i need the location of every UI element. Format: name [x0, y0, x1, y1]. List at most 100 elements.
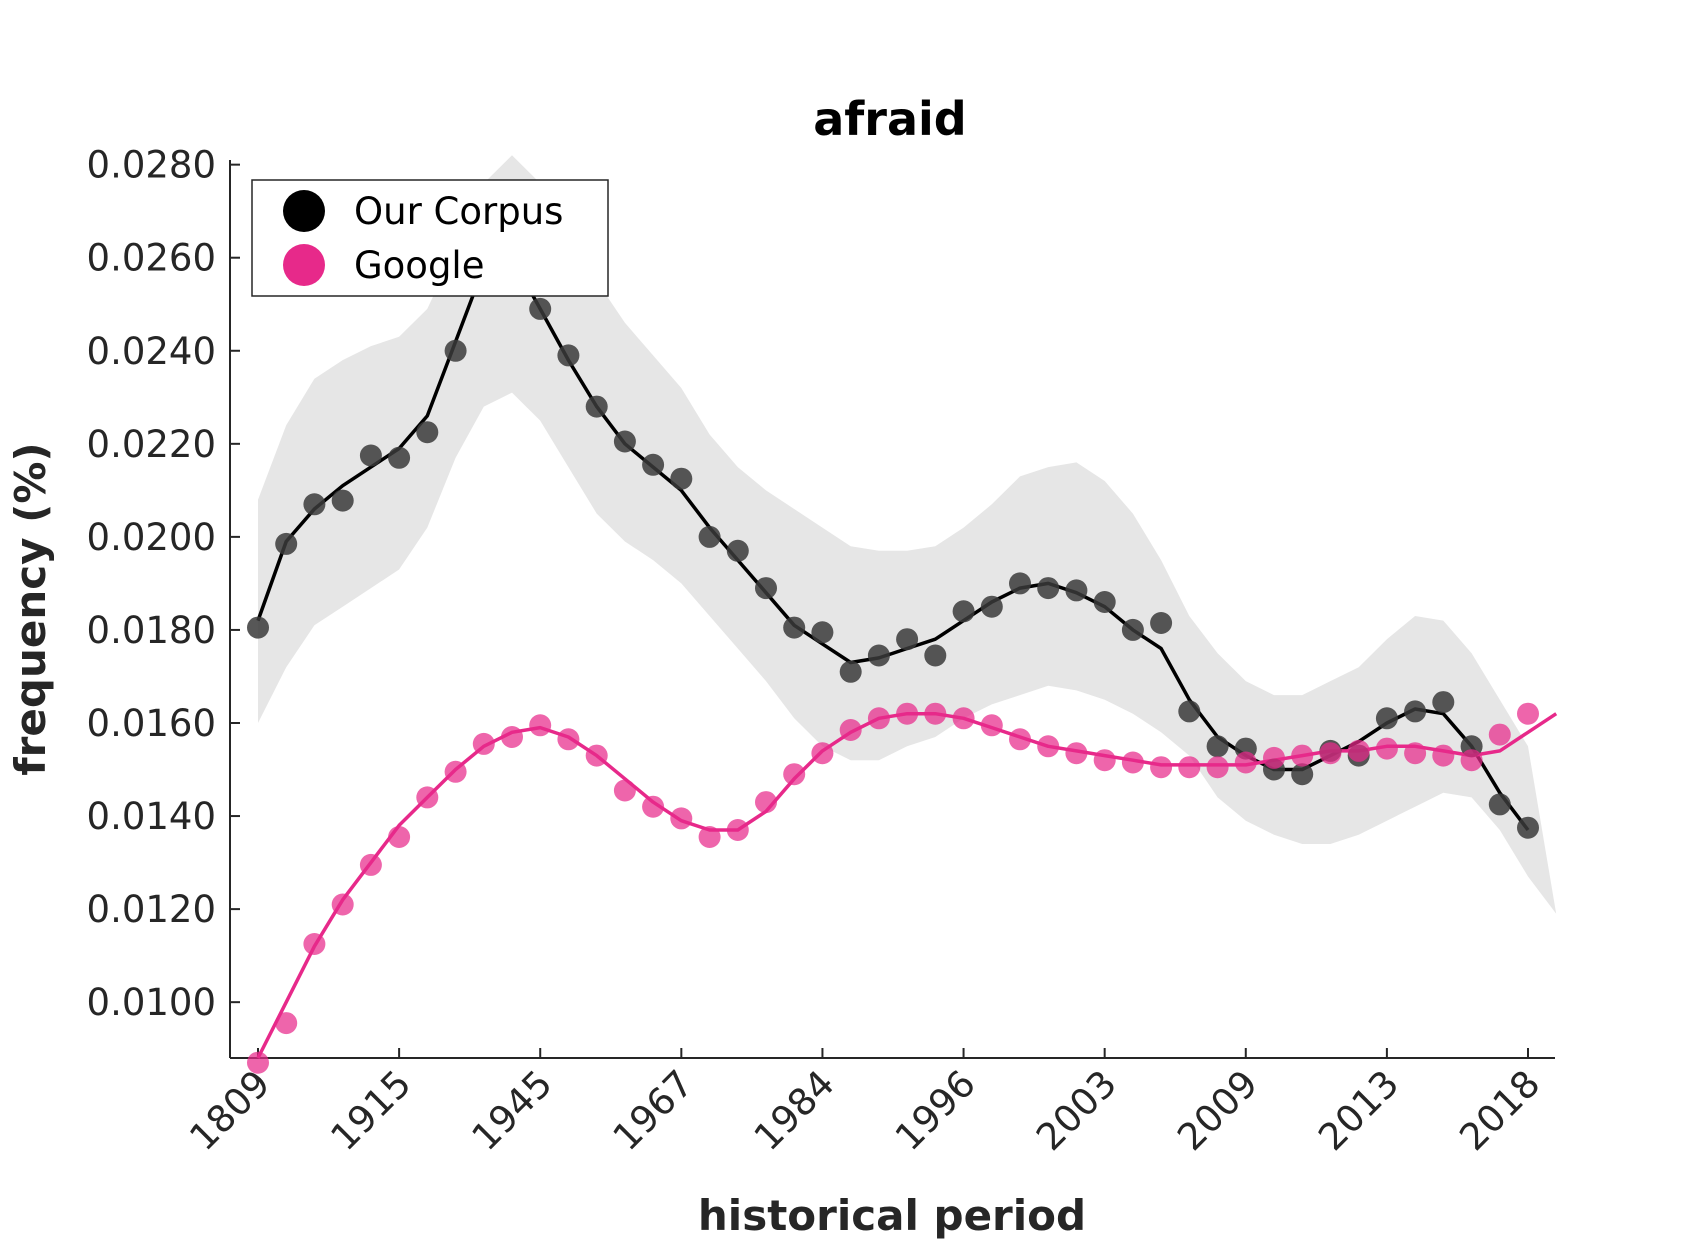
- x-axis-title: historical period: [698, 1191, 1086, 1240]
- confidence-band-layer: [258, 155, 1557, 914]
- point-google: [755, 791, 777, 814]
- point-our-corpus: [924, 644, 947, 667]
- y-tick-label: 0.0240: [87, 330, 216, 373]
- y-tick-label: 0.0140: [87, 795, 216, 838]
- data-points: [247, 242, 1539, 1074]
- point-google: [952, 707, 975, 730]
- point-our-corpus: [1037, 577, 1060, 600]
- point-our-corpus: [1178, 700, 1201, 723]
- point-google: [642, 795, 665, 818]
- x-tick-label: 2003: [1028, 1062, 1125, 1159]
- point-google: [896, 702, 919, 725]
- point-google: [839, 719, 862, 741]
- y-tick-label: 0.0200: [87, 516, 216, 559]
- point-google: [1460, 749, 1483, 772]
- x-tick-label: 1809: [181, 1062, 278, 1159]
- point-our-corpus: [867, 644, 890, 667]
- point-google: [275, 1012, 298, 1035]
- point-our-corpus: [444, 339, 467, 362]
- point-google: [783, 763, 806, 786]
- point-our-corpus: [1009, 572, 1031, 595]
- point-our-corpus: [783, 616, 806, 639]
- point-our-corpus: [811, 621, 834, 644]
- point-our-corpus: [980, 595, 1003, 618]
- point-google: [726, 819, 749, 841]
- point-our-corpus: [726, 539, 749, 562]
- x-tick-label: 1915: [322, 1062, 419, 1159]
- point-google: [1347, 739, 1370, 762]
- point-our-corpus: [388, 446, 411, 469]
- point-our-corpus: [1093, 591, 1116, 613]
- point-google: [331, 893, 354, 916]
- point-google: [924, 702, 947, 725]
- point-google: [670, 807, 693, 830]
- point-our-corpus: [1150, 612, 1173, 634]
- legend-label-google: Google: [354, 244, 484, 287]
- point-our-corpus: [1488, 793, 1511, 816]
- point-our-corpus: [331, 489, 354, 512]
- point-our-corpus: [1065, 579, 1088, 602]
- x-tick-label: 2013: [1310, 1062, 1407, 1159]
- point-google: [698, 826, 721, 848]
- y-tick-label: 0.0280: [87, 144, 216, 187]
- x-tick-label: 1967: [605, 1062, 702, 1159]
- point-google: [585, 744, 608, 767]
- point-our-corpus: [1206, 735, 1229, 758]
- x-tick-label: 1996: [887, 1062, 984, 1159]
- point-our-corpus: [529, 297, 552, 320]
- x-tick-label: 1945: [464, 1062, 561, 1159]
- confidence-band-our-corpus: [258, 155, 1557, 914]
- point-google: [1009, 728, 1031, 751]
- point-our-corpus: [1291, 763, 1314, 786]
- legend-marker-our-corpus: [283, 190, 325, 232]
- y-tick-label: 0.0220: [87, 423, 216, 466]
- point-google: [1065, 742, 1088, 765]
- point-google: [303, 933, 326, 955]
- point-our-corpus: [952, 600, 975, 623]
- y-tick-label: 0.0160: [87, 702, 216, 745]
- point-google: [1291, 744, 1314, 767]
- point-our-corpus: [1404, 700, 1427, 723]
- point-google: [501, 726, 523, 748]
- point-our-corpus: [1121, 618, 1144, 641]
- chart-title: afraid: [813, 92, 966, 146]
- point-google: [1263, 746, 1285, 769]
- point-our-corpus: [1432, 691, 1455, 714]
- point-google: [980, 714, 1003, 737]
- point-google: [867, 707, 890, 730]
- point-our-corpus: [839, 660, 862, 683]
- point-google: [1517, 702, 1539, 725]
- point-google: [1234, 751, 1257, 774]
- point-google: [1375, 737, 1398, 760]
- point-google: [1404, 742, 1427, 765]
- point-google: [247, 1051, 269, 1074]
- point-our-corpus: [1375, 707, 1398, 730]
- x-tick-label: 1984: [746, 1062, 843, 1159]
- point-google: [1150, 756, 1173, 779]
- point-google: [1432, 744, 1455, 767]
- point-our-corpus: [585, 395, 608, 418]
- point-our-corpus: [416, 421, 439, 444]
- point-google: [1206, 756, 1229, 779]
- fit-line-our-corpus: [256, 255, 1530, 832]
- y-tick-label: 0.0180: [87, 609, 216, 652]
- legend: Our Corpus Google: [251, 179, 609, 297]
- y-tick-label: 0.0120: [87, 888, 216, 931]
- point-our-corpus: [557, 344, 580, 367]
- x-tick-label: 2018: [1451, 1062, 1548, 1159]
- point-google: [359, 853, 382, 876]
- point-our-corpus: [698, 525, 721, 548]
- x-ticks: 1809 1915 1945 1967 1984 1996 2003 2009 2013 2018: [181, 1048, 1548, 1159]
- point-google: [529, 714, 552, 737]
- point-google: [1037, 735, 1060, 758]
- point-google: [1488, 723, 1511, 746]
- point-google: [1121, 751, 1144, 774]
- point-our-corpus: [896, 628, 919, 651]
- legend-label-our-corpus: Our Corpus: [354, 190, 563, 233]
- y-tick-label: 0.0260: [87, 237, 216, 280]
- point-our-corpus: [642, 453, 665, 476]
- y-axis-title: frequency (%): [6, 442, 55, 775]
- point-google: [613, 779, 636, 802]
- point-our-corpus: [359, 444, 382, 467]
